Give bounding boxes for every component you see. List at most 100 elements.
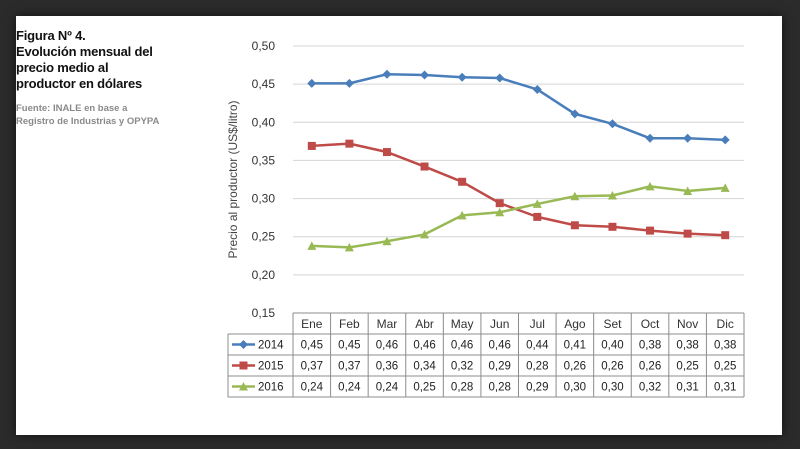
legend-label: 2015	[258, 361, 284, 373]
table-cell-value: 0,46	[413, 340, 435, 352]
table-cell-value: 0,46	[376, 340, 398, 352]
y-axis-label: Precio al productor (US$/litro)	[226, 100, 240, 258]
data-point-2014	[344, 78, 354, 88]
legend-label: 2016	[258, 382, 284, 394]
data-point-2015	[495, 199, 504, 208]
legend-key-marker	[239, 382, 248, 391]
table-cell-value: 0,38	[676, 340, 698, 352]
x-tick-label: May	[451, 317, 474, 331]
data-point-2015	[345, 139, 354, 148]
data-point-2016	[382, 236, 392, 246]
data-point-2016	[495, 207, 505, 217]
data-point-2014	[645, 133, 655, 143]
data-point-2014	[495, 73, 505, 83]
y-tick-label: 0,15	[252, 306, 276, 320]
data-point-2015	[683, 229, 692, 238]
table-cell-value: 0,25	[676, 361, 698, 373]
data-point-2016	[344, 242, 354, 252]
table-cell-value: 0,41	[564, 340, 586, 352]
data-point-2014	[720, 135, 730, 145]
x-tick-label: Nov	[677, 317, 698, 331]
table-cell-value: 0,31	[676, 382, 698, 394]
series-line-2014	[311, 72, 726, 142]
table-cell-value: 0,32	[451, 361, 473, 373]
x-tick-label: Jul	[530, 317, 545, 331]
data-point-2015	[382, 148, 391, 157]
y-tick-label: 0,45	[252, 77, 276, 91]
table-cell-value: 0,30	[564, 382, 586, 394]
data-point-2016	[607, 191, 617, 200]
x-tick-label: Ago	[564, 317, 586, 331]
figure-title: Evolución mensual del precio medio al pr…	[16, 44, 153, 91]
y-tick-label: 0,30	[252, 192, 276, 206]
data-point-2014	[532, 84, 542, 94]
data-point-2014	[570, 109, 580, 119]
table-cell-value: 0,46	[451, 340, 473, 352]
table-cell-value: 0,46	[489, 340, 511, 352]
data-point-2015	[307, 141, 316, 150]
table-cell-value: 0,32	[639, 382, 661, 394]
x-tick-label: Ene	[301, 317, 323, 331]
x-tick-label: Mar	[377, 317, 398, 331]
y-tick-label: 0,40	[252, 115, 276, 129]
table-cell-value: 0,44	[526, 340, 549, 352]
table-cell-value: 0,29	[526, 382, 548, 394]
table-cell-value: 0,24	[338, 382, 361, 394]
figure-caption: Figura Nº 4. Evolución mensual del preci…	[16, 28, 166, 128]
data-point-2014	[457, 72, 467, 82]
data-point-2016	[457, 210, 467, 220]
data-point-2016	[307, 241, 317, 250]
table-cell-value: 0,36	[376, 361, 398, 373]
data-point-2016	[570, 191, 580, 201]
table-cell-value: 0,37	[338, 361, 360, 373]
data-point-2016	[420, 229, 430, 239]
table-cell-value: 0,26	[639, 361, 661, 373]
table-cell-value: 0,26	[564, 361, 586, 373]
data-point-2014	[420, 70, 430, 80]
y-tick-label: 0,50	[252, 39, 276, 53]
table-cell-value: 0,28	[451, 382, 473, 394]
table-cell-value: 0,30	[601, 382, 623, 394]
x-tick-label: Oct	[641, 317, 660, 331]
data-point-2016	[683, 186, 693, 195]
table-cell-value: 0,28	[526, 361, 548, 373]
data-point-2014	[683, 133, 693, 143]
table-cell-value: 0,40	[601, 340, 623, 352]
series-line-2015	[311, 142, 726, 237]
table-cell-value: 0,45	[338, 340, 360, 352]
series-line-2016	[311, 185, 726, 249]
data-point-2015	[533, 212, 542, 221]
figure-label: Figura Nº 4.	[16, 28, 86, 43]
table-cell-value: 0,37	[301, 361, 323, 373]
data-point-2016	[532, 199, 542, 208]
data-point-2014	[382, 69, 392, 79]
x-tick-label: Set	[603, 317, 622, 331]
x-tick-label: Dic	[717, 317, 734, 331]
table-cell-value: 0,24	[301, 382, 324, 394]
table-cell-value: 0,38	[714, 340, 736, 352]
data-point-2015	[458, 177, 467, 186]
table-cell-value: 0,34	[413, 361, 436, 373]
table-cell-value: 0,45	[301, 340, 323, 352]
data-point-2015	[646, 226, 655, 235]
data-point-2016	[645, 181, 655, 191]
y-tick-label: 0,20	[252, 268, 276, 282]
figure-card	[16, 16, 782, 435]
y-tick-label: 0,25	[252, 230, 276, 244]
legend-key-marker	[239, 361, 248, 370]
data-point-2014	[607, 119, 617, 129]
table-cell-value: 0,25	[413, 382, 435, 394]
x-tick-label: Feb	[339, 317, 360, 331]
table-cell-value: 0,28	[489, 382, 511, 394]
legend-key-marker	[239, 340, 248, 349]
x-tick-label: Abr	[415, 317, 434, 331]
data-point-2016	[720, 183, 730, 192]
data-point-2014	[307, 78, 317, 88]
data-point-2015	[608, 222, 617, 231]
data-point-2015	[721, 231, 730, 240]
table-cell-value: 0,24	[376, 382, 399, 394]
table-cell-value: 0,26	[601, 361, 623, 373]
table-cell-value: 0,29	[489, 361, 511, 373]
table-cell-value: 0,25	[714, 361, 736, 373]
